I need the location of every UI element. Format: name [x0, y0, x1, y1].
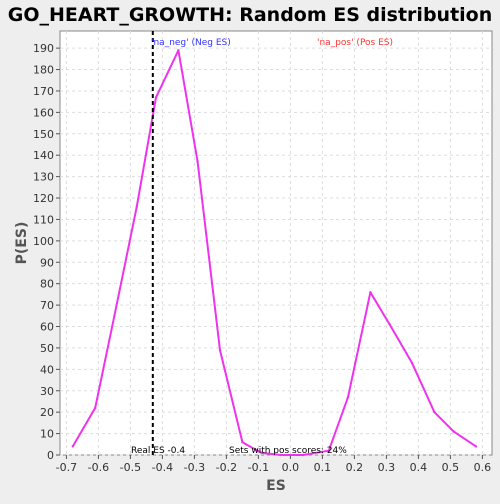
- x-tick-label: -0.4: [152, 461, 173, 474]
- data-point: [388, 323, 391, 326]
- x-tick-label: 0.3: [378, 461, 396, 474]
- y-tick-label: 80: [40, 278, 54, 291]
- x-tick-label: 0.1: [314, 461, 332, 474]
- x-tick-label: 0.6: [474, 461, 492, 474]
- x-tick-label: -0.7: [56, 461, 77, 474]
- data-point: [94, 406, 97, 410]
- data-point: [113, 314, 116, 318]
- data-point: [346, 395, 350, 399]
- y-tick-label: 60: [40, 321, 54, 334]
- y-tick-label: 100: [33, 235, 54, 248]
- neg-es-label: 'na_neg' (Neg ES): [151, 38, 231, 48]
- data-point: [154, 96, 158, 99]
- data-point: [410, 361, 414, 365]
- series-layer: [71, 49, 478, 457]
- y-tick-label: 180: [33, 64, 54, 77]
- x-tick-label: 0.4: [410, 461, 428, 474]
- x-tick-label: -0.1: [248, 461, 269, 474]
- y-tick-label: 160: [33, 106, 54, 119]
- data-point: [327, 449, 330, 452]
- x-axis-title: ES: [266, 478, 286, 494]
- sets-pos-scores-label: Sets with pos scores: 24%: [229, 446, 347, 456]
- x-tick-label: 0.5: [442, 461, 460, 474]
- data-point: [177, 49, 180, 52]
- x-tick-label: -0.2: [216, 461, 237, 474]
- y-tick-label: 150: [33, 128, 54, 141]
- y-tick-label: 130: [33, 171, 54, 184]
- data-point: [279, 453, 282, 457]
- y-tick-label: 170: [33, 85, 54, 98]
- data-point: [196, 160, 199, 163]
- y-tick-label: 40: [40, 363, 54, 376]
- x-tick-label: -0.5: [120, 461, 141, 474]
- y-tick-label: 30: [40, 385, 54, 398]
- plot-area: [59, 30, 493, 456]
- real-es-label: Real ES -0.4: [131, 446, 185, 456]
- y-tick-label: 50: [40, 342, 54, 355]
- data-point: [474, 445, 478, 448]
- data-point: [241, 440, 244, 444]
- data-point: [218, 348, 222, 352]
- y-tick-label: 110: [33, 213, 54, 226]
- es-distribution-line: [71, 49, 477, 456]
- y-tick-label: 120: [33, 192, 54, 205]
- y-tick-label: 10: [40, 428, 54, 441]
- y-tick-label: 140: [33, 149, 54, 162]
- pos-es-label: 'na_pos' (Pos ES): [317, 38, 393, 48]
- chart-title: GO_HEART_GROWTH: Random ES distribution: [8, 4, 493, 26]
- data-point: [369, 291, 372, 294]
- data-point: [302, 453, 305, 457]
- y-tick-label: 20: [40, 406, 54, 419]
- y-tick-label: 90: [40, 256, 54, 269]
- data-point: [452, 430, 455, 433]
- data-point: [71, 445, 75, 448]
- x-tick-label: -0.6: [88, 461, 109, 474]
- y-tick-label: 70: [40, 299, 54, 312]
- x-tick-label: -0.3: [184, 461, 205, 474]
- data-point: [260, 451, 263, 455]
- x-tick-label: 0.0: [282, 461, 300, 474]
- data-point: [433, 410, 436, 414]
- y-tick-label: 0: [47, 449, 54, 462]
- x-tick-label: 0.2: [346, 461, 364, 474]
- y-axis-title: P(ES): [14, 222, 30, 265]
- y-tick-label: 190: [33, 42, 54, 55]
- data-point: [135, 205, 138, 208]
- axes: 0 10 20 30 40 50 60 70 80 90 100 110 120 130 140 150 160…: [33, 42, 491, 474]
- grid-lines: [60, 31, 492, 456]
